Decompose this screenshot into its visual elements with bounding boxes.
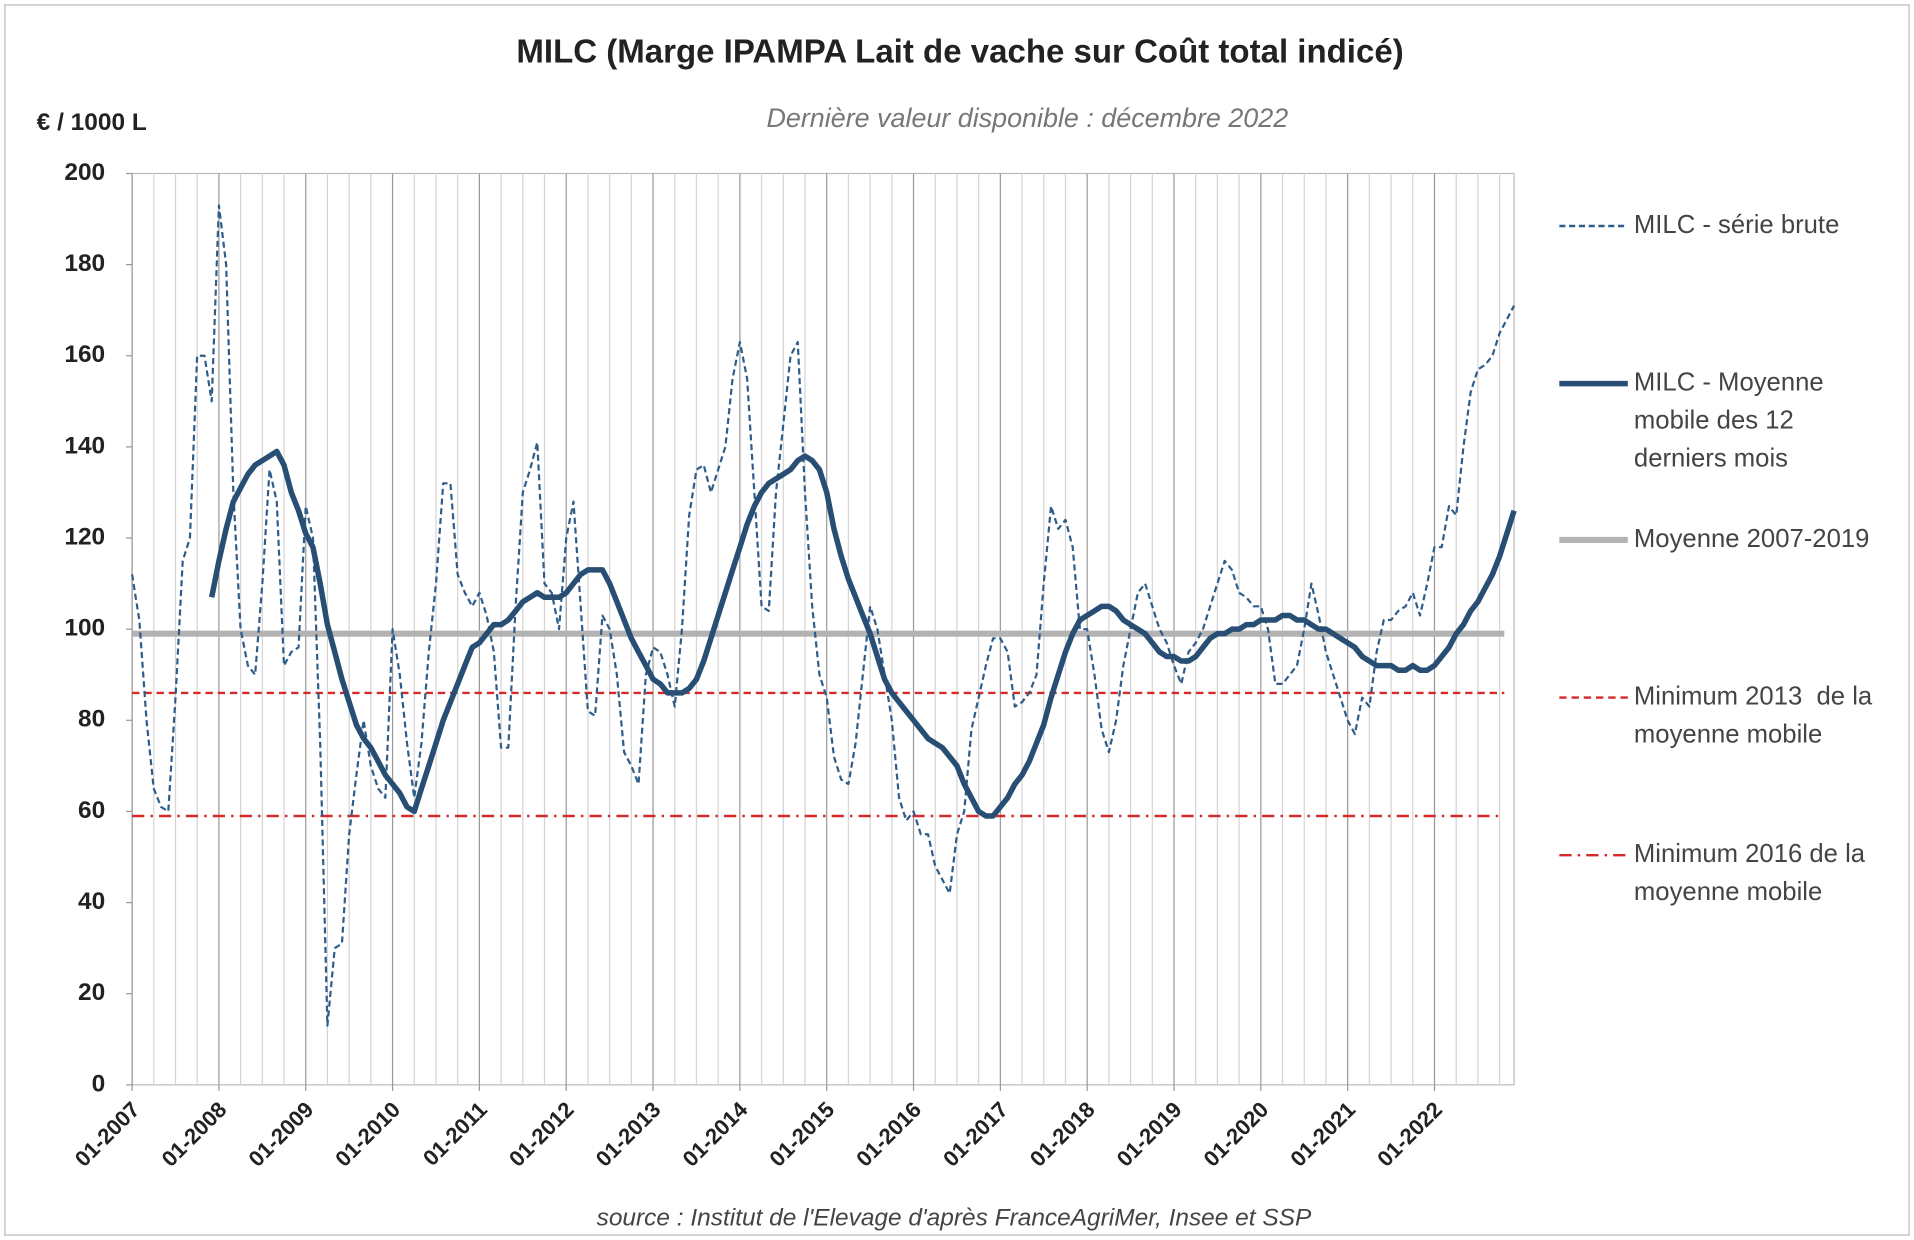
y-tick-label: 80 <box>78 706 105 733</box>
legend-label-line: MILC - série brute <box>1634 211 1839 239</box>
y-tick-label: 140 <box>64 432 105 459</box>
source-note: source : Institut de l'Elevage d'après F… <box>597 1205 1312 1232</box>
y-tick-label: 40 <box>78 888 105 915</box>
series-line <box>209 448 1517 819</box>
legend-label-line: moyenne mobile <box>1634 720 1822 748</box>
y-tick-label: 120 <box>64 523 105 550</box>
y-tick-label: 160 <box>64 341 105 368</box>
legend-label: Minimum 2016 de la moyenne mobile <box>1634 840 1866 906</box>
legend-label: Minimum 2013 de la moyenne mobile <box>1634 682 1873 748</box>
legend-label: Moyenne 2007-2019 <box>1634 525 1870 553</box>
y-axis-label: € / 1000 L <box>37 109 147 136</box>
y-tick-label: 200 <box>64 159 105 186</box>
y-tick-label: 60 <box>78 797 105 824</box>
legend-label-line: moyenne mobile <box>1634 878 1822 906</box>
legend-label-line: derniers mois <box>1634 444 1788 472</box>
chart-subtitle: Dernière valeur disponible : décembre 20… <box>766 103 1288 133</box>
legend-label-line: Minimum 2013 de la <box>1634 682 1873 710</box>
y-tick-label: 0 <box>92 1070 106 1097</box>
y-tick-label: 180 <box>64 250 105 277</box>
y-tick-label: 100 <box>64 615 105 642</box>
legend-label-line: mobile des 12 <box>1634 406 1794 434</box>
chart-title: MILC (Marge IPAMPA Lait de vache sur Coû… <box>516 32 1403 69</box>
legend-label-line: Moyenne 2007-2019 <box>1634 525 1870 553</box>
legend-label-line: Minimum 2016 de la <box>1634 840 1866 868</box>
legend-label: MILC - série brute <box>1634 211 1839 239</box>
y-tick-label: 20 <box>78 979 105 1006</box>
legend-label: MILC - Moyenne mobile des 12 derniers mois <box>1634 368 1824 472</box>
legend-label-line: MILC - Moyenne <box>1634 368 1824 396</box>
